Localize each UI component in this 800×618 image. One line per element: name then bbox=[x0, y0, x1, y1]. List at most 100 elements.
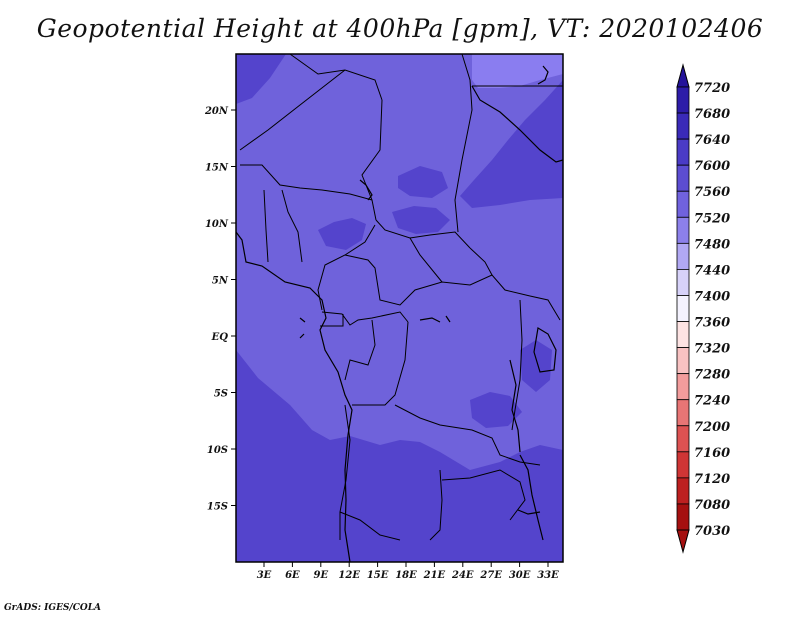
coastline bbox=[537, 65, 549, 85]
country-border bbox=[239, 69, 346, 151]
colorbar-label: 7440 bbox=[694, 263, 730, 278]
colorbar-segment bbox=[676, 347, 690, 375]
colorbar-segment bbox=[676, 477, 690, 505]
coastline bbox=[519, 454, 544, 541]
colorbar-label: 7240 bbox=[694, 394, 730, 409]
colorbar-segment bbox=[676, 321, 690, 348]
field-low-east bbox=[460, 80, 563, 208]
country-border bbox=[469, 247, 493, 276]
lat-tick-label: 20N bbox=[204, 106, 229, 117]
colorbar-label: 7360 bbox=[694, 316, 730, 331]
lat-tick-label: EQ bbox=[211, 332, 229, 343]
country-border bbox=[361, 99, 383, 221]
country-border bbox=[240, 164, 373, 201]
colorbar-label: 7720 bbox=[694, 81, 730, 96]
country-border bbox=[344, 319, 376, 381]
colorbar-segment bbox=[676, 216, 690, 244]
lon-tick-label: 30E bbox=[509, 570, 531, 581]
lat-axis: 20N 15N 10N 5N EQ 5S 10S 15S bbox=[204, 106, 236, 513]
colorbar-segment bbox=[676, 295, 690, 322]
colorbar-segment bbox=[676, 503, 690, 531]
colorbar-label: 7560 bbox=[694, 185, 730, 200]
field-low-cameroon-car bbox=[392, 206, 450, 234]
field-low-south bbox=[236, 350, 563, 562]
field-low-nigeria bbox=[318, 218, 366, 250]
lat-tick-label: 15N bbox=[205, 163, 229, 174]
lon-tick-label: 18E bbox=[395, 570, 417, 581]
lon-tick-label: 24E bbox=[451, 570, 474, 581]
lat-tick-label: 10S bbox=[207, 445, 228, 456]
colorbar-label: 7600 bbox=[694, 159, 730, 174]
coastline bbox=[517, 509, 541, 515]
coastline bbox=[533, 327, 557, 373]
colorbar-segment bbox=[676, 86, 690, 114]
country-border bbox=[339, 404, 351, 540]
coastline bbox=[509, 359, 521, 453]
country-border bbox=[281, 189, 303, 263]
lon-tick-label: 27E bbox=[479, 570, 502, 581]
lon-tick-label: 6E bbox=[285, 570, 300, 581]
field-low-northwest bbox=[236, 54, 286, 104]
colorbar-segment bbox=[676, 190, 690, 218]
country-border bbox=[441, 469, 526, 521]
lon-axis: 3E 6E 9E 12E 15E 18E 21E 24E 27E 30E 33E bbox=[257, 562, 559, 581]
map-panel bbox=[235, 53, 564, 563]
country-border bbox=[394, 404, 541, 466]
colorbar-label: 7200 bbox=[694, 420, 730, 435]
colorbar-segment bbox=[676, 138, 690, 166]
colorbar-segment bbox=[676, 399, 690, 427]
colorbar-min-arrow bbox=[676, 529, 690, 554]
colorbar-label: 7480 bbox=[694, 237, 730, 252]
field-low-chad bbox=[398, 166, 448, 198]
colorbar-label: 7520 bbox=[694, 211, 730, 226]
lat-tick-label: 10N bbox=[205, 219, 229, 230]
country-border bbox=[321, 311, 409, 326]
coastline bbox=[471, 85, 564, 163]
country-border bbox=[320, 314, 344, 327]
colorbar-label: 7400 bbox=[694, 289, 730, 304]
colorbar-segment bbox=[676, 269, 690, 296]
field-low-lakes bbox=[520, 340, 552, 392]
coastline bbox=[235, 231, 353, 563]
lat-tick-label: 15S bbox=[207, 502, 228, 513]
map-frame bbox=[235, 53, 564, 563]
country-border bbox=[529, 295, 561, 321]
colorbar-label: 7080 bbox=[694, 498, 730, 513]
country-border bbox=[375, 219, 471, 249]
colorbar-label: 7640 bbox=[694, 133, 730, 148]
coastline bbox=[359, 179, 373, 201]
colorbar-label: 7160 bbox=[694, 446, 730, 461]
country-border bbox=[429, 469, 443, 541]
lon-tick-label: 3E bbox=[257, 570, 272, 581]
lat-tick-label: 5N bbox=[212, 276, 229, 287]
lon-tick-label: 15E bbox=[367, 570, 389, 581]
colorbar-segment bbox=[676, 451, 690, 479]
colorbar-max-arrow bbox=[676, 63, 690, 88]
coastlines bbox=[235, 65, 564, 563]
colorbar-label: 7280 bbox=[694, 368, 730, 383]
lat-tick-label: 5S bbox=[214, 389, 228, 400]
colorbar-label: 7120 bbox=[694, 472, 730, 487]
lon-tick-label: 33E bbox=[537, 570, 559, 581]
country-borders bbox=[239, 53, 563, 541]
country-border bbox=[263, 189, 269, 263]
colorbar-segment bbox=[676, 112, 690, 140]
colorbar-segment bbox=[676, 425, 690, 453]
coastline bbox=[419, 315, 451, 323]
colorbar: 7720 7680 7640 7600 7560 7520 7480 7440 7400 7360… bbox=[676, 63, 730, 554]
colorbar-label: 7030 bbox=[694, 524, 730, 539]
lon-tick-label: 12E bbox=[338, 570, 360, 581]
country-border bbox=[339, 511, 401, 541]
field-low-congo-patch bbox=[470, 392, 522, 428]
country-border bbox=[317, 224, 376, 311]
lon-tick-label: 9E bbox=[314, 570, 329, 581]
colorbar-segment bbox=[676, 242, 690, 270]
field-high-northeast bbox=[472, 54, 563, 88]
country-border bbox=[454, 53, 473, 233]
country-border bbox=[344, 254, 531, 306]
colorbar-label: 7320 bbox=[694, 342, 730, 357]
colorbar-segment bbox=[676, 164, 690, 192]
country-border bbox=[409, 237, 443, 283]
credit-text: GrADS: IGES/COLA bbox=[4, 603, 102, 613]
